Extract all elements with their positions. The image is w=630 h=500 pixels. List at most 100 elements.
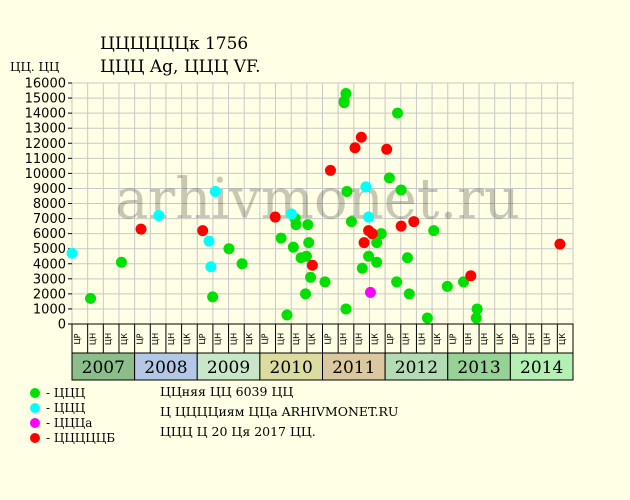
month-label: ЦР [198, 333, 207, 344]
year-label: 2011 [332, 358, 375, 378]
month-label: ЦР [73, 333, 82, 344]
data-point [408, 216, 420, 228]
y-tick-label: 16000 [25, 77, 66, 92]
month-label: ЦН [214, 333, 223, 345]
month-label: ЦН [402, 333, 411, 345]
data-point [153, 210, 165, 222]
data-point [197, 225, 209, 237]
month-label: ЦР [449, 333, 458, 344]
legend-marker [30, 418, 40, 428]
data-point [356, 262, 368, 274]
year-label: 2014 [520, 358, 563, 378]
data-point [115, 256, 127, 268]
legend-label: - ЦЦЦ [46, 401, 86, 415]
month-label: ЦН [527, 333, 536, 345]
data-point [306, 259, 318, 271]
y-tick-label: 10000 [25, 167, 66, 182]
data-point [395, 220, 407, 232]
month-label: ЦН [355, 333, 364, 345]
month-label: ЦН [417, 333, 426, 345]
data-point [392, 107, 404, 119]
data-point [395, 184, 407, 196]
legend-marker [30, 403, 40, 413]
data-point [287, 241, 299, 253]
month-label: ЦН [543, 333, 552, 345]
month-label: ЦК [558, 333, 567, 345]
data-point [363, 250, 375, 262]
month-label: ЦР [511, 333, 520, 344]
data-point [375, 228, 387, 240]
month-label: ЦН [151, 333, 160, 345]
data-point [209, 185, 221, 197]
y-tick-label: 5000 [33, 242, 66, 257]
legend-item-uncirculated: - ЦЦЦ [30, 386, 85, 400]
month-label: ЦН [292, 333, 301, 345]
data-point [554, 238, 566, 250]
watermark: arhivmonet.ru [115, 167, 520, 232]
data-point [324, 164, 336, 176]
legend-marker [30, 388, 40, 398]
data-point [360, 181, 372, 193]
y-tick-label: 0 [58, 318, 66, 333]
data-point [275, 232, 287, 244]
data-point [340, 88, 352, 100]
y-tick-label: 15000 [25, 92, 66, 107]
y-tick-label: 9000 [33, 182, 66, 197]
data-point [364, 286, 376, 298]
legend-label: - ЦЦЦЦЦБ [46, 431, 116, 445]
year-band-2008 [134, 352, 198, 381]
data-point [366, 228, 378, 240]
month-label: ЦН [339, 333, 348, 345]
y-tick-label: 7000 [33, 212, 66, 227]
data-point [207, 291, 219, 303]
y-tick-label: 4000 [33, 257, 66, 272]
data-point [340, 303, 352, 315]
month-label: ЦР [323, 333, 332, 344]
y-tick-label: 8000 [33, 197, 66, 212]
legend-label: - ЦЦЦа [46, 416, 93, 430]
month-label: ЦР [386, 333, 395, 344]
y-tick-label: 2000 [33, 287, 66, 302]
year-label: 2012 [395, 358, 438, 378]
data-point [205, 261, 217, 273]
legend-item-dealer: - ЦЦЦа [30, 416, 92, 430]
data-point [391, 276, 403, 288]
data-point [85, 292, 97, 304]
data-point [381, 143, 393, 155]
y-tick-label: 6000 [33, 227, 66, 242]
data-point [458, 276, 470, 288]
y-axis-unit: ЦЦ. ЦЦ [10, 60, 60, 74]
year-label: 2013 [457, 358, 500, 378]
month-label: ЦР [135, 333, 144, 344]
data-point [203, 235, 215, 247]
y-tick-label: 13000 [25, 122, 66, 137]
data-point [300, 250, 312, 262]
y-tick-label: 12000 [25, 137, 66, 152]
year-label: 2010 [270, 358, 313, 378]
data-point [358, 237, 370, 249]
data-point [428, 225, 440, 237]
data-point [319, 276, 331, 288]
month-label: ЦР [261, 333, 270, 344]
month-label: ЦК [308, 333, 317, 345]
data-point [471, 303, 483, 315]
data-point [401, 252, 413, 264]
month-label: ЦН [104, 333, 113, 345]
data-point [371, 237, 383, 249]
y-tick-label: 14000 [25, 107, 66, 122]
legend-item-catalog: - ЦЦЦЦЦБ [30, 431, 115, 445]
data-point [349, 142, 361, 154]
month-label: ЦН [276, 333, 285, 345]
data-point [135, 223, 147, 235]
year-label: 2008 [144, 358, 187, 378]
month-label: ЦН [464, 333, 473, 345]
data-point [269, 211, 281, 223]
year-band-2010 [259, 352, 323, 381]
data-point [305, 271, 317, 283]
year-band-2014 [509, 352, 574, 381]
data-point [371, 256, 383, 268]
month-label: ЦК [120, 333, 129, 345]
data-point [465, 270, 477, 282]
data-point [383, 172, 395, 184]
